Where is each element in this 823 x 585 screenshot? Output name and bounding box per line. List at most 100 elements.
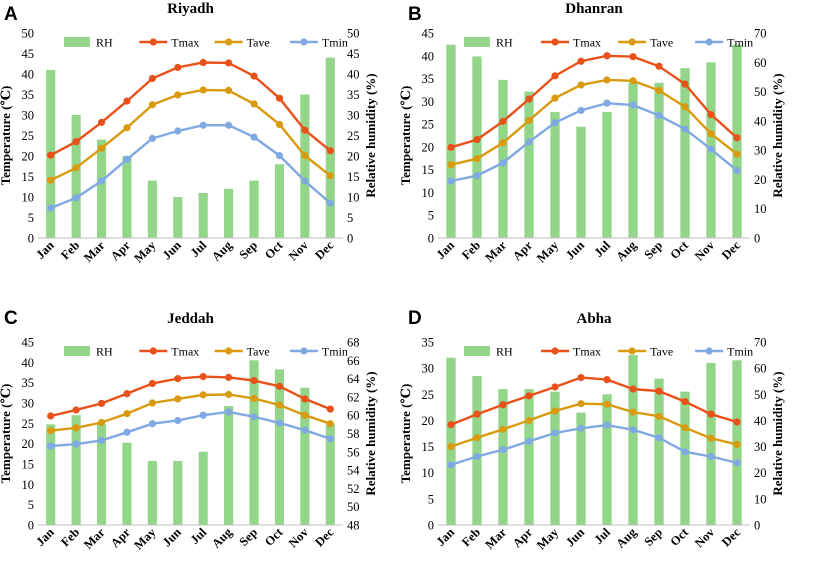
bar-rh-mar xyxy=(498,79,508,238)
x-tick-label: Feb xyxy=(459,238,483,262)
point-tmax-may xyxy=(551,72,559,80)
point-tmax-aug xyxy=(629,53,637,61)
point-tmax-sep xyxy=(250,377,258,385)
point-tmax-jul xyxy=(603,376,611,384)
point-tmax-jun xyxy=(174,63,182,72)
y-tick-label: 10 xyxy=(422,186,435,200)
y-tick-label: 15 xyxy=(22,458,35,472)
legend-marker-tmax xyxy=(149,347,157,355)
x-tick-label: Apr xyxy=(108,525,133,550)
y2-tick-label: 66 xyxy=(347,354,360,368)
x-tick-label: Sep xyxy=(641,525,665,549)
x-tick-label: Apr xyxy=(108,238,133,263)
point-tmax-dec xyxy=(733,134,741,142)
point-tmin-oct xyxy=(681,448,689,456)
x-tick-label: Jan xyxy=(33,238,57,262)
legend-marker-tmin xyxy=(705,38,713,46)
point-tmax-dec xyxy=(326,405,334,413)
y2-tick-label: 70 xyxy=(754,336,767,350)
x-tick-label: Nov xyxy=(286,238,312,264)
x-tick-label: May xyxy=(534,525,562,553)
bar-rh-may xyxy=(550,391,560,525)
bar-rh-mar xyxy=(96,139,107,238)
point-tave-may xyxy=(148,101,156,109)
point-tmax-jun xyxy=(174,375,182,383)
chart-panel-b: B Dhanran 0 5 10 15 20 25 30 35 40 45 0 10 20 30 40 50 60 7… xyxy=(398,1,785,265)
legend-label-tmax: Tmax xyxy=(171,36,199,50)
bar-rh-oct xyxy=(680,391,690,525)
point-tmax-jul xyxy=(199,372,207,381)
point-tmax-jan xyxy=(447,421,455,429)
legend-marker-tave xyxy=(225,38,233,46)
line-tmax xyxy=(450,54,738,149)
y-tick-label: 10 xyxy=(22,478,35,492)
bar-rh-sep xyxy=(249,180,259,238)
y-tick-label: 40 xyxy=(422,49,435,63)
bar-rh-aug xyxy=(628,82,638,239)
y-tick-label: 25 xyxy=(22,129,35,143)
legend-label-tave: Tave xyxy=(247,345,270,359)
point-tave-mar xyxy=(97,418,106,427)
x-tick-label: Feb xyxy=(58,525,82,549)
legend-label-tmax: Tmax xyxy=(573,345,601,359)
bar-rh-jan xyxy=(446,357,456,525)
point-tave-aug xyxy=(225,86,233,94)
y-tick-label: 0 xyxy=(28,519,34,533)
point-tave-may xyxy=(551,407,559,415)
legend-label-rh: RH xyxy=(496,345,513,359)
y-tick-label: 35 xyxy=(422,72,435,86)
bar-rh-oct xyxy=(274,164,285,238)
x-tick-label: Nov xyxy=(692,525,718,551)
point-tmax-jul xyxy=(603,52,611,60)
y-tick-label: 5 xyxy=(28,498,34,512)
legend-swatch-rh xyxy=(464,37,490,47)
bar-rh-jun xyxy=(173,197,183,238)
y2-tick-label: 20 xyxy=(754,173,767,187)
bar-rh-aug xyxy=(628,355,638,525)
chart-title: Jeddah xyxy=(167,311,214,327)
y-tick-label: 15 xyxy=(22,170,35,184)
bar-rh-jan xyxy=(46,424,56,525)
y2-tick-label: 50 xyxy=(754,85,767,99)
point-tmax-apr xyxy=(123,390,131,398)
point-tmin-dec xyxy=(326,435,334,443)
point-tave-jan xyxy=(47,427,55,435)
bar-rh-nov xyxy=(300,94,310,238)
point-tmax-may xyxy=(551,383,559,391)
x-tick-label: Apr xyxy=(510,238,535,263)
point-tmin-feb xyxy=(72,194,80,202)
chart-title: Dhanran xyxy=(565,1,623,17)
point-tmax-may xyxy=(148,379,156,388)
point-tmin-nov xyxy=(301,177,309,185)
y2-tick-label: 60 xyxy=(754,362,767,376)
point-tave-sep xyxy=(250,394,258,403)
point-tave-oct xyxy=(275,401,284,409)
x-tick-label: Dec xyxy=(312,525,336,549)
legend-swatch-rh xyxy=(464,346,490,356)
y-tick-label: 50 xyxy=(22,27,35,41)
y-tick-label: 15 xyxy=(422,440,435,454)
bar-rh-jul xyxy=(602,394,612,525)
point-tmax-sep xyxy=(250,72,258,80)
legend-label-tmax: Tmax xyxy=(573,36,601,50)
y2-tick-label: 52 xyxy=(347,482,360,496)
bar-rh-apr xyxy=(122,442,132,525)
point-tmax-oct xyxy=(275,94,284,102)
y-axis-label: Temperature (℃) xyxy=(398,86,413,186)
point-tave-nov xyxy=(707,130,715,138)
line-tave xyxy=(50,88,332,182)
point-tave-jan xyxy=(447,161,455,169)
x-tick-label: Sep xyxy=(641,238,665,262)
point-tmin-feb xyxy=(72,440,80,448)
chart-panel-d: D Abha 0 5 10 15 20 25 30 35 0 10 20 30 40 50 60 70 Jan Feb… xyxy=(398,308,785,552)
point-tave-aug xyxy=(225,390,233,399)
y2-tick-label: 10 xyxy=(754,492,767,506)
point-tave-dec xyxy=(733,440,741,449)
bar-rh-jun xyxy=(576,126,586,238)
point-tmax-apr xyxy=(525,392,533,400)
y2-tick-label: 40 xyxy=(754,114,767,128)
y2-tick-label: 48 xyxy=(347,519,360,533)
point-tmax-jan xyxy=(47,151,55,159)
y2-axis-label: Relative humidity (%) xyxy=(770,73,785,197)
